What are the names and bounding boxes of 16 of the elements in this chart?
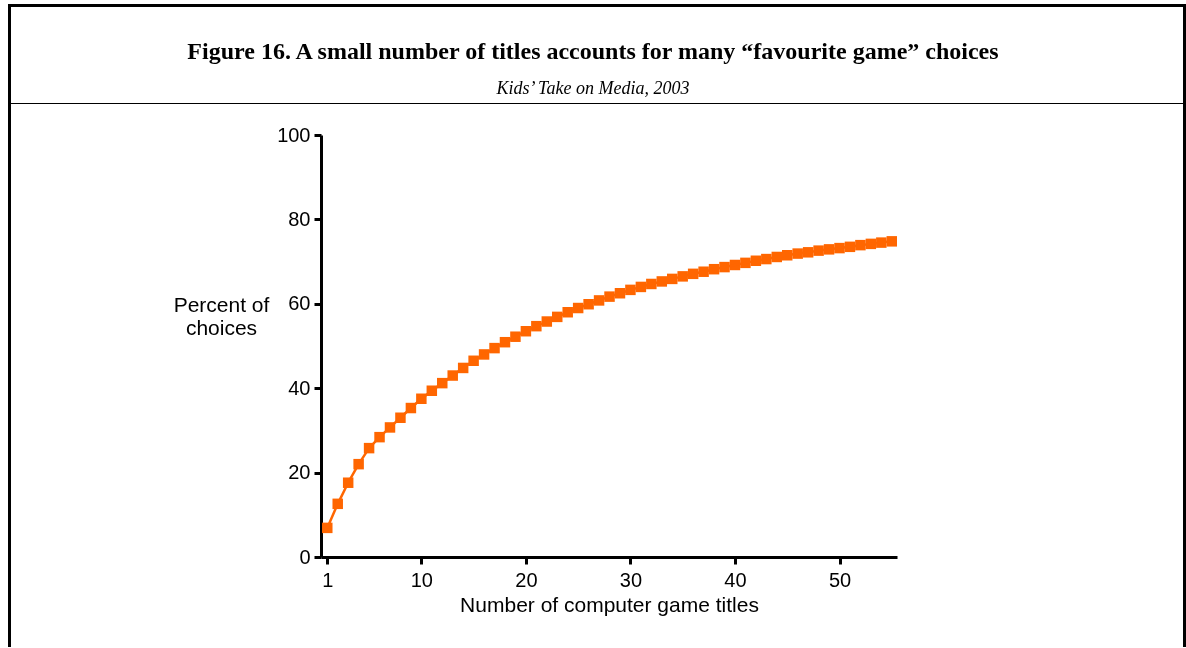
x-tick-label: 50	[828, 568, 852, 591]
x-tick-label: 1	[322, 568, 334, 591]
x-tick-label: 30	[619, 568, 643, 591]
x-tick-label: 40	[724, 568, 747, 591]
chart-title: Figure 16. A small number of titles accounts for many “favourite game” choices	[186, 38, 1000, 65]
x-axis-title: Number of computer game titles	[460, 592, 759, 616]
y-tick-label: 20	[288, 461, 311, 484]
y-tick-label: 100	[277, 123, 311, 146]
x-tick-label: 20	[515, 568, 538, 591]
x-tick-label: 10	[410, 568, 433, 591]
chart-subtitle: Kids’ Take on Media, 2003	[495, 78, 691, 99]
y-axis-title: Percent of choices	[173, 292, 270, 339]
y-tick-label: 0	[299, 545, 311, 568]
y-tick-label: 40	[288, 376, 311, 399]
y-tick-label: 60	[288, 292, 311, 315]
y-tick-label: 80	[288, 207, 311, 230]
